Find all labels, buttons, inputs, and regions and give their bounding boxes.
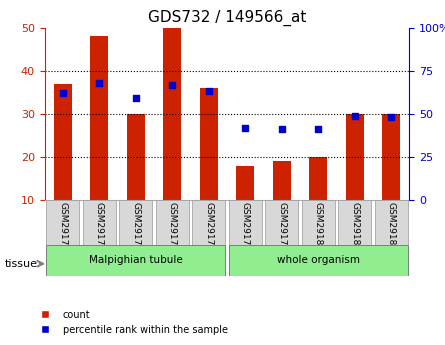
FancyBboxPatch shape bbox=[192, 200, 225, 245]
FancyBboxPatch shape bbox=[375, 200, 408, 245]
FancyBboxPatch shape bbox=[338, 200, 371, 245]
Text: whole organism: whole organism bbox=[277, 256, 360, 265]
FancyBboxPatch shape bbox=[119, 200, 152, 245]
Bar bbox=[272, 161, 291, 200]
Bar bbox=[236, 166, 255, 200]
Point bbox=[278, 127, 285, 132]
FancyBboxPatch shape bbox=[229, 245, 408, 276]
Bar bbox=[309, 157, 328, 200]
Text: GSM29174: GSM29174 bbox=[95, 202, 104, 252]
Text: GSM29173: GSM29173 bbox=[58, 202, 67, 252]
Text: tissue: tissue bbox=[4, 259, 37, 269]
Point bbox=[205, 89, 212, 94]
Point bbox=[351, 113, 358, 118]
Text: GSM29180: GSM29180 bbox=[314, 202, 323, 252]
Text: GSM29182: GSM29182 bbox=[387, 202, 396, 252]
FancyBboxPatch shape bbox=[46, 200, 79, 245]
Point bbox=[96, 80, 103, 86]
Text: GSM29181: GSM29181 bbox=[350, 202, 359, 252]
Legend: count, percentile rank within the sample: count, percentile rank within the sample bbox=[32, 306, 231, 338]
FancyBboxPatch shape bbox=[229, 200, 262, 245]
Title: GDS732 / 149566_at: GDS732 / 149566_at bbox=[148, 10, 306, 26]
Bar bbox=[382, 114, 400, 200]
Point bbox=[315, 127, 322, 132]
FancyBboxPatch shape bbox=[83, 200, 116, 245]
Bar bbox=[90, 36, 109, 200]
Point bbox=[388, 115, 395, 120]
Point bbox=[59, 90, 66, 96]
Point bbox=[169, 82, 176, 87]
Bar bbox=[346, 114, 364, 200]
Point bbox=[132, 96, 139, 101]
Point bbox=[242, 125, 249, 130]
Text: GSM29179: GSM29179 bbox=[277, 202, 286, 252]
Text: GSM29175: GSM29175 bbox=[131, 202, 140, 252]
FancyBboxPatch shape bbox=[302, 200, 335, 245]
Bar bbox=[54, 84, 72, 200]
Text: GSM29176: GSM29176 bbox=[168, 202, 177, 252]
FancyBboxPatch shape bbox=[46, 245, 225, 276]
FancyBboxPatch shape bbox=[265, 200, 298, 245]
Bar bbox=[163, 28, 182, 200]
Text: Malpighian tubule: Malpighian tubule bbox=[89, 256, 182, 265]
Bar bbox=[200, 88, 218, 200]
FancyBboxPatch shape bbox=[156, 200, 189, 245]
Text: GSM29178: GSM29178 bbox=[241, 202, 250, 252]
Bar bbox=[127, 114, 145, 200]
Text: GSM29177: GSM29177 bbox=[204, 202, 213, 252]
